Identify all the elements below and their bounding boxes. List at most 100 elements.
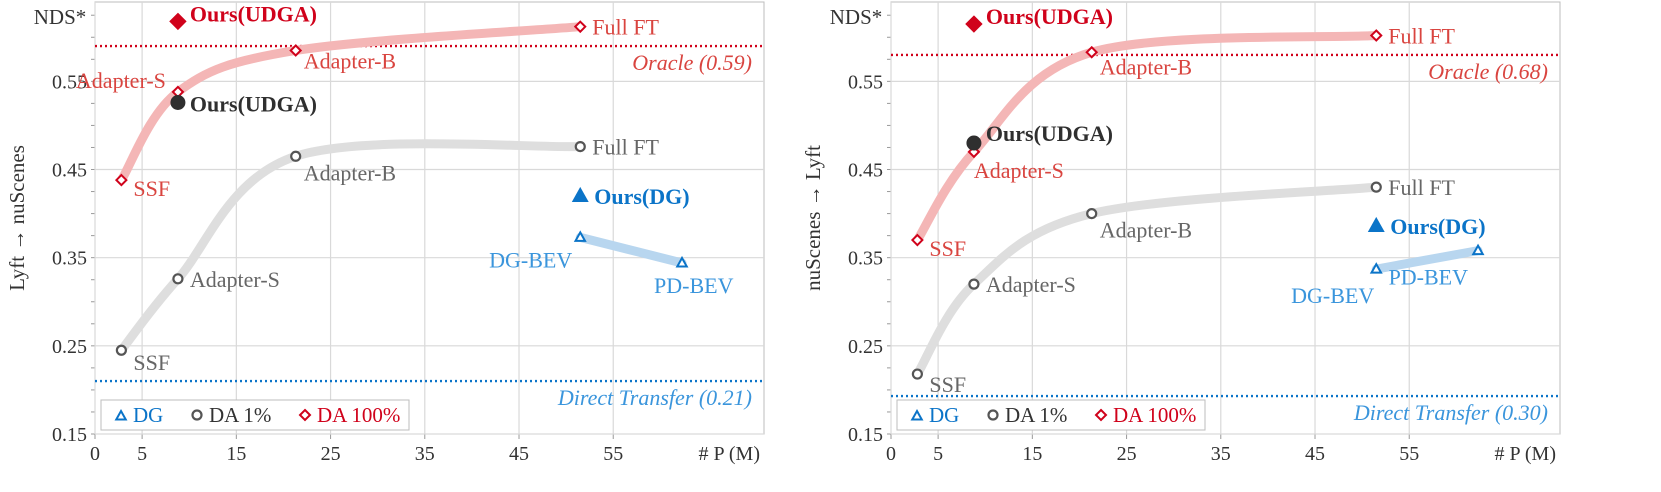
x-tick-label: 35 bbox=[1211, 443, 1231, 465]
y-axis-title: NDS* bbox=[34, 5, 87, 29]
data-point-label: Adapter-S bbox=[974, 158, 1064, 183]
x-tick-label: 0 bbox=[90, 443, 100, 465]
legend-entry: DA 100% bbox=[1113, 403, 1196, 427]
data-point-label: Adapter-S bbox=[190, 267, 280, 292]
data-point-label: Full FT bbox=[592, 135, 659, 160]
data-point-label: Adapter-B bbox=[304, 160, 396, 185]
x-axis-label-bg bbox=[694, 442, 764, 466]
data-point bbox=[1085, 45, 1099, 59]
y-tick-label: 0.15 bbox=[52, 424, 87, 446]
x-axis-label-bg bbox=[1490, 442, 1560, 466]
data-point-label: Adapter-S bbox=[986, 272, 1076, 297]
reference-label-2: Direct Transfer (0.21) bbox=[557, 385, 752, 410]
data-point bbox=[1086, 207, 1098, 220]
legend-entry: DA 1% bbox=[1005, 403, 1067, 427]
data-point bbox=[573, 20, 587, 34]
data-point bbox=[910, 233, 924, 247]
x-tick-label: 55 bbox=[1399, 443, 1419, 465]
legend-entry: DG bbox=[929, 403, 959, 427]
data-point-label: DG-BEV bbox=[1291, 283, 1374, 308]
legend: DG DA 1% DA 100% bbox=[896, 399, 1206, 431]
data-point bbox=[289, 44, 303, 57]
series-da-1-: SSF Adapter-S Adapter-B Full FT Ours(UDGA) bbox=[115, 92, 659, 375]
highlight-point bbox=[169, 12, 187, 31]
data-point-label: SSF bbox=[133, 176, 170, 201]
x-tick-label: 35 bbox=[415, 443, 435, 465]
series-dg: DG-BEV PD-BEV Ours(DG) bbox=[489, 184, 733, 298]
highlight-point bbox=[965, 15, 983, 33]
data-point bbox=[968, 278, 980, 290]
x-tick-label: 25 bbox=[1117, 443, 1137, 465]
data-point-label: SSF bbox=[929, 372, 966, 397]
chart-panel-2: 0 5 15 25 35 45 55 0.15 0.25 0.35 0.45 0.55 NDS* nuSc… bbox=[801, 1, 1561, 466]
data-point bbox=[172, 273, 184, 285]
series-trend-line bbox=[116, 139, 585, 355]
data-point-label: PD-BEV bbox=[654, 273, 734, 298]
highlight-label: Ours(UDGA) bbox=[190, 1, 317, 26]
data-point bbox=[1471, 243, 1485, 256]
highlight-label: Ours(UDGA) bbox=[986, 4, 1113, 29]
legend-marker bbox=[191, 409, 203, 421]
y-tick-label: 0.15 bbox=[848, 424, 883, 446]
legend-marker bbox=[910, 408, 924, 421]
series-trend-line bbox=[912, 182, 1381, 379]
plot-frame bbox=[890, 1, 1561, 435]
highlight-label: Ours(UDGA) bbox=[190, 92, 317, 117]
data-point bbox=[1369, 29, 1383, 42]
data-point-label: SSF bbox=[929, 236, 966, 261]
data-point-label: Adapter-B bbox=[1100, 54, 1192, 79]
x-tick-label: 15 bbox=[1022, 443, 1042, 465]
series-trend-line bbox=[116, 22, 585, 185]
data-point-label: Adapter-B bbox=[1100, 218, 1192, 243]
data-point bbox=[911, 368, 923, 380]
y-tick-label: 0.55 bbox=[848, 71, 883, 93]
x-tick-label: 5 bbox=[933, 443, 943, 465]
data-point bbox=[675, 255, 689, 268]
y-axis-title: NDS* bbox=[830, 5, 883, 29]
y-tick-label: 0.35 bbox=[52, 248, 87, 270]
series-trend-line bbox=[1371, 246, 1483, 274]
data-point bbox=[1370, 181, 1382, 193]
series-da-100-: SSF Adapter-S Adapter-B Full FT Ours(UDGA) bbox=[910, 4, 1455, 261]
x-tick-label: 45 bbox=[509, 443, 529, 465]
series-dg: DG-BEV PD-BEV Ours(DG) bbox=[1291, 214, 1485, 308]
data-point-label: Adapter-S bbox=[76, 68, 166, 93]
highlight-label: Ours(UDGA) bbox=[986, 121, 1113, 146]
legend-entry: DA 100% bbox=[317, 403, 400, 427]
x-tick-label: 5 bbox=[137, 443, 147, 465]
x-tick-label: 25 bbox=[321, 443, 341, 465]
x-axis-label: # P (M) bbox=[1495, 443, 1556, 465]
y-tick-label: 0.45 bbox=[52, 160, 87, 182]
data-point-label: SSF bbox=[133, 350, 170, 375]
legend-marker bbox=[298, 408, 312, 422]
y-tick-label: 0.35 bbox=[848, 248, 883, 270]
legend-box bbox=[100, 399, 410, 431]
series-da-100-: SSF Adapter-S Adapter-B Full FT Ours(UDGA) bbox=[76, 1, 660, 201]
x-tick-label: 0 bbox=[886, 443, 896, 465]
y-tick-label: 0.25 bbox=[52, 336, 87, 358]
y-tick-label: 0.45 bbox=[848, 160, 883, 182]
legend: DG DA 1% DA 100% bbox=[100, 399, 410, 431]
data-point-label: PD-BEV bbox=[1389, 265, 1469, 290]
data-point-label: Full FT bbox=[1388, 175, 1455, 200]
series-trend-line bbox=[912, 31, 1381, 245]
legend-entry: DG bbox=[133, 403, 163, 427]
reference-label-1: Oracle (0.59) bbox=[632, 50, 752, 75]
data-point-label: Full FT bbox=[592, 15, 659, 40]
data-point bbox=[290, 150, 302, 162]
data-point bbox=[1369, 262, 1383, 274]
legend-entry: DA 1% bbox=[209, 403, 271, 427]
chart-panel-1: 0 5 15 25 35 45 55 0.15 0.25 0.35 0.45 0.55 NDS* Lyft… bbox=[5, 1, 765, 466]
legend-box bbox=[896, 399, 1206, 431]
data-point bbox=[114, 173, 128, 187]
x-tick-label: 55 bbox=[603, 443, 623, 465]
reference-label-2: Direct Transfer (0.30) bbox=[1353, 400, 1548, 425]
series-da-1-: SSF Adapter-S Adapter-B Full FT Ours(UDGA) bbox=[911, 121, 1455, 397]
data-point-label: Adapter-B bbox=[304, 48, 396, 73]
data-point-label: DG-BEV bbox=[489, 247, 572, 272]
highlight-label: Ours(DG) bbox=[1390, 214, 1485, 239]
data-point bbox=[573, 230, 587, 242]
data-point-label: Full FT bbox=[1388, 24, 1455, 49]
legend-marker bbox=[1094, 408, 1108, 422]
